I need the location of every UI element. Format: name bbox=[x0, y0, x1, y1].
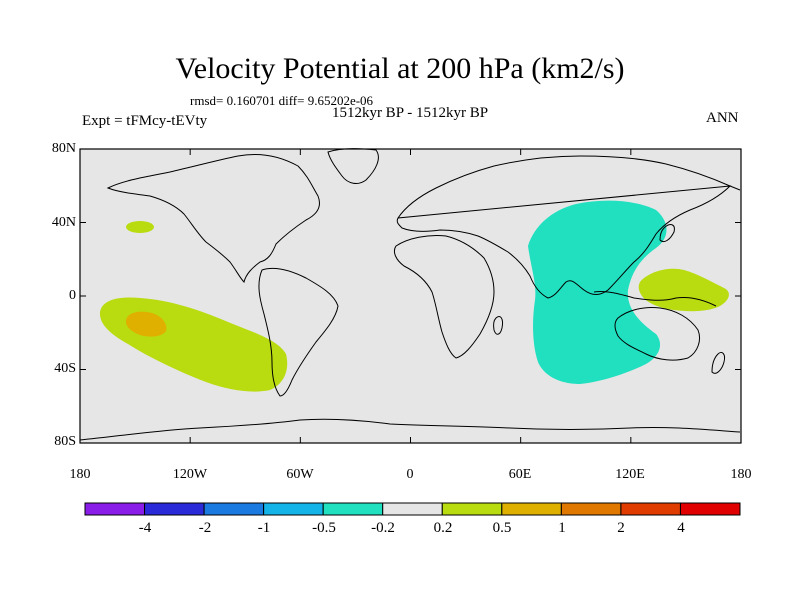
lat-label-eq: 0 bbox=[69, 288, 76, 303]
coastline-north-america bbox=[106, 153, 320, 283]
coastline-south-america bbox=[258, 267, 339, 397]
colorbar-swatch bbox=[441, 502, 503, 516]
anomaly-region-indian-ocean-asia bbox=[528, 200, 667, 384]
lon-label-120w: 120W bbox=[172, 467, 208, 482]
lon-label-0: 0 bbox=[406, 467, 414, 482]
lon-label-60w: 60W bbox=[286, 467, 314, 482]
map-title: Velocity Potential at 200 hPa (km2/s) bbox=[175, 52, 625, 85]
stats-text: rmsd= 0.160701 diff= 9.65202e-06 bbox=[190, 93, 374, 108]
coastline-eurasia bbox=[396, 155, 741, 299]
colorbar-swatch bbox=[560, 502, 622, 516]
colorbar-label-9: 2 bbox=[617, 520, 625, 536]
colorbar-label-2: -2 bbox=[198, 520, 212, 536]
coastline-australia bbox=[614, 307, 701, 361]
colorbar-swatch bbox=[84, 502, 146, 516]
coastline-japan bbox=[659, 224, 675, 243]
colorbar-label-5: -0.2 bbox=[371, 520, 395, 536]
colorbar bbox=[84, 502, 741, 516]
season-label: ANN bbox=[706, 110, 739, 126]
colorbar-label-1: -4 bbox=[138, 520, 152, 536]
colorbar-swatch bbox=[382, 502, 443, 516]
lon-label-60e: 60E bbox=[508, 467, 532, 482]
colorbar-label-7: 0.5 bbox=[492, 520, 512, 536]
colorbar-label-4: -0.5 bbox=[312, 520, 336, 536]
experiment-label: Expt = tFMcy-tEVty bbox=[82, 113, 208, 129]
coastline-antarctica bbox=[79, 418, 741, 441]
colorbar-label-3: -1 bbox=[257, 520, 271, 536]
colorbar-swatch bbox=[322, 502, 384, 516]
lon-label-180e: 180 bbox=[730, 467, 752, 482]
lon-label-180w: 180 bbox=[69, 467, 91, 482]
colorbar-swatch bbox=[501, 502, 562, 516]
anomaly-fills bbox=[99, 200, 729, 392]
colorbar-swatch bbox=[263, 502, 324, 516]
lat-label-40n: 40N bbox=[51, 215, 76, 230]
colorbar-label-10: 4 bbox=[677, 520, 685, 536]
coastline-new-zealand bbox=[711, 351, 725, 374]
colorbar-swatch bbox=[203, 502, 265, 516]
colorbar-swatch bbox=[620, 502, 681, 516]
colorbar-label-6: 0.2 bbox=[433, 520, 453, 536]
coastline-africa bbox=[393, 235, 495, 359]
anomaly-region-central-south-pacific bbox=[125, 311, 167, 337]
coastlines bbox=[79, 148, 741, 441]
lon-label-120e: 120E bbox=[615, 467, 645, 482]
colorbar-swatch bbox=[144, 502, 205, 516]
colorbar-swatch bbox=[679, 502, 741, 516]
lat-label-80s: 80S bbox=[54, 434, 76, 449]
coastline-indonesia bbox=[593, 291, 717, 307]
colorbar-label-8: 1 bbox=[558, 520, 566, 536]
lat-label-80n: 80N bbox=[51, 141, 76, 156]
map-background bbox=[80, 149, 741, 443]
lat-label-40s: 40S bbox=[54, 361, 76, 376]
coastline-madagascar bbox=[493, 315, 503, 335]
axis-ticks bbox=[79, 148, 742, 444]
period-label: 1512kyr BP - 1512kyr BP bbox=[331, 105, 489, 121]
anomaly-region-north-pacific bbox=[126, 221, 154, 233]
